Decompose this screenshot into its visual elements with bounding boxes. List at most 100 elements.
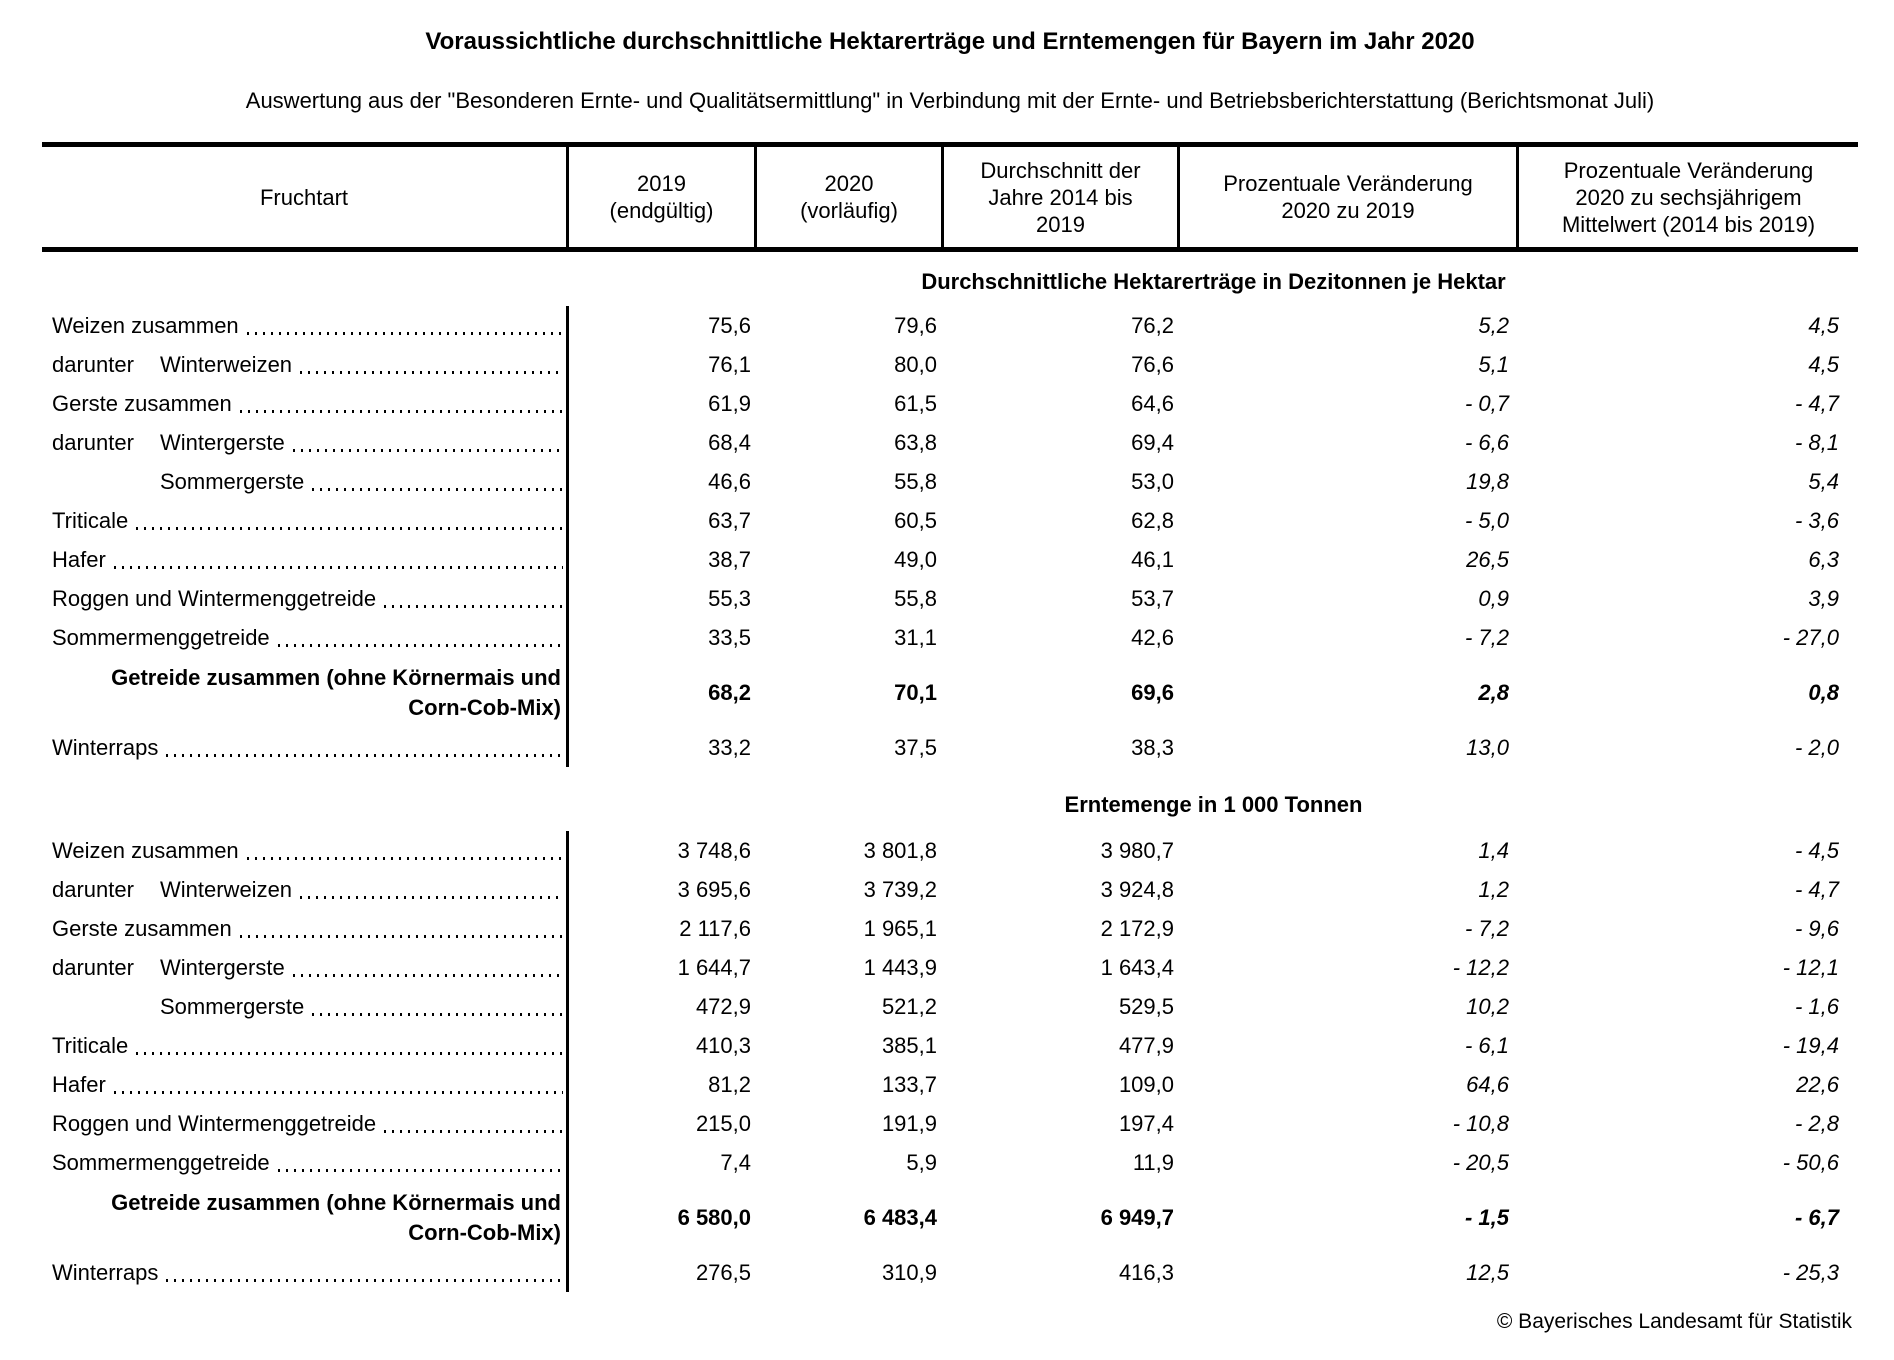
dot-leader <box>166 754 563 757</box>
value-cell: 38,3 <box>1131 734 1174 760</box>
row-label: Hafer <box>42 1065 569 1104</box>
value-cell: 38,7 <box>708 546 751 572</box>
value-cell: 5,9 <box>906 1149 937 1175</box>
dot-leader <box>113 1091 563 1094</box>
row-label: darunter Winterweizen <box>42 870 569 909</box>
value-cell: 69,6 <box>1131 679 1174 705</box>
value-cell: - 1,5 <box>1464 1204 1509 1230</box>
dot-leader <box>113 566 563 569</box>
copyright-notice: © Bayerisches Landesamt für Statistik <box>1496 1310 1852 1333</box>
row-label-name: Hafer <box>52 546 106 572</box>
row-label-name: Wintergerste <box>160 429 285 455</box>
row-label: Roggen und Wintermenggetreide <box>42 579 569 618</box>
dot-leader <box>239 935 563 938</box>
value-cell: 60,5 <box>894 507 937 533</box>
row-label-name: Gerste zusammen <box>52 915 232 941</box>
column-header-fruchtart: Fruchtart <box>42 147 569 247</box>
value-cell: - 3,6 <box>1794 507 1839 533</box>
row-label-name: Triticale <box>52 1032 129 1058</box>
value-cell: - 7,2 <box>1464 624 1509 650</box>
row-label: Getreide zusammen (ohne Körnermais und C… <box>42 1182 569 1253</box>
section-heading-erntemenge: Erntemenge in 1 000 Tonnen <box>42 767 1858 831</box>
table-header-row: Fruchtart 2019 (endgültig) 2020 (vorläuf… <box>42 142 1858 252</box>
section-rows-erntemenge: Weizen zusammen 3 748,6 3 801,8 3 980,7 1,4 -… <box>42 831 1858 1292</box>
value-cell: 76,6 <box>1131 351 1174 377</box>
value-cell: - 4,7 <box>1794 876 1839 902</box>
value-cell: 55,8 <box>894 585 937 611</box>
value-cell: 61,9 <box>708 390 751 416</box>
row-label-prefix: darunter <box>52 351 134 377</box>
table-row: Getreide zusammen (ohne Körnermais und C… <box>42 1182 1858 1253</box>
row-label: Hafer <box>42 540 569 579</box>
value-cell: 19,8 <box>1466 468 1509 494</box>
table-row: Winterraps 33,2 37,5 38,3 13,0 - 2,0 <box>42 728 1858 767</box>
dot-leader <box>300 371 563 374</box>
value-cell: 76,2 <box>1131 312 1174 338</box>
value-cell: 64,6 <box>1466 1071 1509 1097</box>
value-cell: 2 172,9 <box>1100 915 1174 941</box>
value-cell: 2 117,6 <box>679 915 751 941</box>
value-cell: 79,6 <box>894 312 937 338</box>
table-row: Roggen und Wintermenggetreide 215,0 191,9 1… <box>42 1104 1858 1143</box>
value-cell: 3,9 <box>1808 585 1839 611</box>
value-cell: 477,9 <box>1118 1032 1174 1058</box>
value-cell: - 1,6 <box>1794 993 1839 1019</box>
table-row: darunter Winterweizen 3 695,6 3 739,2 3 924,… <box>42 870 1858 909</box>
value-cell: - 25,3 <box>1782 1259 1839 1285</box>
value-cell: 3 748,6 <box>677 837 751 863</box>
row-label-name: Wintergerste <box>160 954 285 980</box>
value-cell: 55,3 <box>708 585 751 611</box>
row-label: Winterraps <box>42 728 569 767</box>
value-cell: 55,8 <box>894 468 937 494</box>
value-cell: 521,2 <box>881 993 937 1019</box>
value-cell: - 4,7 <box>1794 390 1839 416</box>
section-heading-hektarertraege: Durchschnittliche Hektarerträge in Dezit… <box>42 252 1858 306</box>
value-cell: - 6,6 <box>1464 429 1509 455</box>
table-row: Hafer 81,2 133,7 109,0 64,6 22,6 <box>42 1065 1858 1104</box>
value-cell: 64,6 <box>1131 390 1174 416</box>
table-row: Triticale 63,7 60,5 62,8 - 5,0 - 3,6 <box>42 501 1858 540</box>
value-cell: 416,3 <box>1118 1259 1174 1285</box>
dot-leader <box>384 1130 563 1133</box>
table-row: Gerste zusammen 2 117,6 1 965,1 2 172,9 - 7,… <box>42 909 1858 948</box>
column-header-durchschnitt: Durchschnitt der Jahre 2014 bis 2019 <box>944 147 1180 247</box>
dot-leader <box>312 1013 563 1016</box>
column-header-2020: 2020 (vorläufig) <box>757 147 944 247</box>
value-cell: 26,5 <box>1466 546 1509 572</box>
value-cell: 3 695,6 <box>677 876 751 902</box>
value-cell: - 5,0 <box>1464 507 1509 533</box>
value-cell: 75,6 <box>708 312 751 338</box>
dot-leader <box>292 974 563 977</box>
table-row: Sommermenggetreide 33,5 31,1 42,6 - 7,2 - 27,… <box>42 618 1858 657</box>
row-label: Sommermenggetreide <box>42 618 569 657</box>
value-cell: 46,1 <box>1131 546 1174 572</box>
dot-leader <box>246 332 563 335</box>
value-cell: 61,5 <box>894 390 937 416</box>
value-cell: 0,9 <box>1478 585 1509 611</box>
value-cell: 68,2 <box>708 679 751 705</box>
value-cell: 63,8 <box>894 429 937 455</box>
value-cell: 410,3 <box>695 1032 751 1058</box>
section-heading-text: Durchschnittliche Hektarerträge in Dezit… <box>921 269 1506 294</box>
row-label-prefix: darunter <box>52 429 134 455</box>
row-label: Sommermenggetreide <box>42 1143 569 1182</box>
value-cell: - 6,1 <box>1464 1032 1509 1058</box>
value-cell: 6 483,4 <box>863 1204 937 1230</box>
column-header-2019: 2019 (endgültig) <box>569 147 757 247</box>
row-label-name: Winterraps <box>52 1259 159 1285</box>
value-cell: 1,2 <box>1478 876 1509 902</box>
value-cell: 5,1 <box>1478 351 1509 377</box>
value-cell: 1 443,9 <box>863 954 937 980</box>
value-cell: 3 739,2 <box>863 876 937 902</box>
value-cell: 13,0 <box>1466 734 1509 760</box>
value-cell: 472,9 <box>695 993 751 1019</box>
row-label: Getreide zusammen (ohne Körnermais und C… <box>42 657 569 728</box>
value-cell: 385,1 <box>881 1032 937 1058</box>
table-row: darunter Wintergerste 1 644,7 1 443,9 1 643,… <box>42 948 1858 987</box>
value-cell: - 2,0 <box>1794 734 1839 760</box>
table-row: Getreide zusammen (ohne Körnermais und C… <box>42 657 1858 728</box>
column-header-veraenderung-2019: Prozentuale Veränderung 2020 zu 2019 <box>1180 147 1519 247</box>
row-label-name: Gerste zusammen <box>52 390 232 416</box>
value-cell: - 6,7 <box>1794 1204 1839 1230</box>
value-cell: 10,2 <box>1466 993 1509 1019</box>
